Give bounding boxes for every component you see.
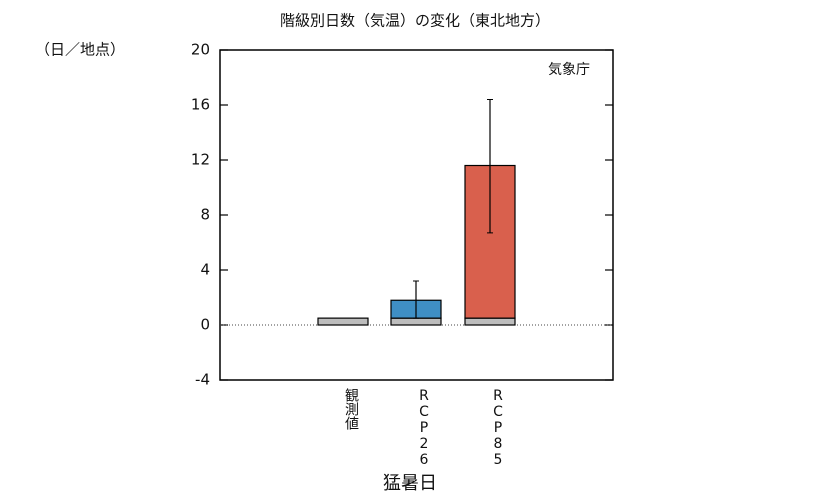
- annotation: 気象庁: [548, 62, 590, 78]
- x-tick-label: RCP85: [490, 388, 506, 468]
- y-tick-label: 4: [200, 261, 210, 279]
- x-tick-label: RCP26: [416, 388, 432, 468]
- x-tick-label: 観測値: [343, 388, 359, 430]
- y-tick-label: 0: [200, 316, 210, 334]
- plot-frame: [219, 49, 614, 381]
- bar: [390, 317, 442, 326]
- y-unit: （日／地点）: [35, 41, 125, 59]
- y-tick-label: 20: [191, 41, 210, 59]
- x-label: 猛暑日: [383, 473, 437, 494]
- y-tick-label: -4: [195, 371, 210, 389]
- y-tick-label: 12: [191, 151, 210, 169]
- bar: [464, 317, 516, 326]
- bar: [317, 317, 369, 326]
- y-tick-label: 16: [191, 96, 210, 114]
- chart-title: 階級別日数（気温）の変化（東北地方）: [280, 12, 550, 30]
- y-tick-label: 8: [200, 206, 210, 224]
